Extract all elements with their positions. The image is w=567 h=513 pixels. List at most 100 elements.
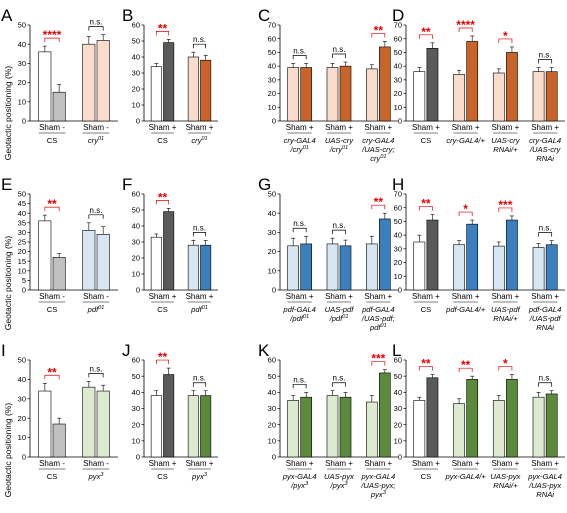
panel-d-group-2-genotype-line-1: cry-GAL4/+ [446, 136, 485, 145]
panel-a-ytick-label-4: 40 [18, 40, 26, 49]
panel-d-group-1-bar-1 [413, 71, 426, 122]
panel-k-group-2-bar-1 [326, 395, 339, 458]
panel-l-group-3-bar-2 [506, 379, 518, 458]
panel-h-group-4-genotype-line-2: /UAS-pdf [529, 314, 562, 323]
panel-f-group-2-bracket [192, 232, 207, 237]
panel-b-group-2-bar-2 [200, 59, 212, 122]
panel-a-letter: A [1, 6, 13, 25]
panel-a-group-1-condition: Sham - [39, 123, 65, 132]
panel-b-group-1-significance: ** [158, 21, 168, 35]
panel-d-group-2-condition: Sham + [452, 123, 480, 132]
panel-j-group-1-bar-2 [163, 374, 175, 458]
panel-f-group-1-bracket [155, 200, 170, 205]
panel-c-letter: C [258, 6, 270, 25]
panel-k-group-1-condition: Sham + [286, 459, 314, 468]
panel-h-group-4-genotype-line-3: RNAi [536, 323, 554, 332]
panel-l-group-1-bar-2 [426, 377, 439, 458]
panel-i-group-1-significance: ** [47, 365, 57, 379]
panel-i-ytick-label-2: 20 [18, 414, 26, 423]
panel-h-letter: H [392, 175, 404, 194]
panel-g-group-2-genotype-line-1: UAS-pdf [325, 305, 355, 314]
panel-l-group-4-genotype-line-1: pyx-GAL4 [527, 472, 562, 481]
panel-l-ytick-label-6: 60 [394, 356, 402, 365]
panel-a-ytick-label-3: 30 [18, 59, 26, 68]
panel-h-ytick-label-0: 0 [398, 286, 402, 295]
panel-d-group-4-bar-2 [545, 71, 558, 122]
panel-g-ytick-label-5: 50 [268, 190, 276, 199]
panel-d-group-2-bracket [458, 27, 473, 32]
panel-g-group-3-bracket [371, 204, 386, 210]
panel-e-ytick-label-7: 35 [18, 218, 26, 227]
panel-l-group-4-bar-2 [545, 393, 558, 458]
panel-d-group-2-significance: **** [456, 18, 475, 32]
panel-g-group-1-significance: n.s. [293, 219, 306, 228]
panel-k-group-1-genotype-line-2: /pyx3 [290, 481, 309, 490]
panel-j-ytick-label-6: 60 [132, 356, 140, 365]
panel-k-letter: K [258, 341, 270, 360]
panel-l-group-1-significance: ** [421, 357, 431, 371]
panel-e-group-2-bracket [88, 214, 104, 219]
panel-g-group-2-bar-1 [326, 243, 339, 291]
panel-i-group-2-condition: Sham - [83, 459, 109, 468]
panel-e-group-1-bar-2 [52, 257, 66, 291]
panel-i-ytick-label-3: 30 [18, 394, 26, 403]
panel-f-letter: F [122, 175, 132, 194]
panel-l-group-1-genotype-line-1: CS [421, 472, 432, 481]
panel-j-group-1-genotype-line-1: CS [157, 472, 168, 481]
panel-g-ytick-label-1: 10 [268, 266, 276, 275]
panel-d-ytick-label-0: 0 [398, 117, 402, 126]
panel-k-group-1-bar-1 [287, 400, 299, 458]
panel-f-group-2-condition: Sham + [186, 292, 214, 301]
panel-b-group-1-bar-2 [163, 42, 175, 122]
panel-c-ytick-label-4: 40 [268, 62, 276, 71]
panel-h-ytick-label-1: 10 [394, 272, 402, 281]
panel-l-group-3-bar-1 [492, 400, 505, 458]
panel-f-group-2-bar-2 [200, 244, 212, 291]
panel-k-ytick-label-0: 0 [272, 453, 276, 462]
panel-i-group-1-bar-1 [38, 390, 52, 458]
panel-c-group-1-bar-1 [287, 67, 299, 122]
panel-k-group-3-condition: Sham + [364, 459, 392, 468]
panel-g-group-3-condition: Sham + [364, 292, 392, 301]
panel-d-group-3-condition: Sham + [491, 123, 519, 132]
panel-c-group-2-condition: Sham + [325, 123, 353, 132]
panel-g-group-2-condition: Sham + [325, 292, 353, 301]
panel-c-group-3-bar-1 [366, 68, 378, 122]
panel-e-ytick-label-4: 20 [18, 247, 26, 256]
panel-g-group-1-condition: Sham + [286, 292, 314, 301]
panel-b-group-2-condition: Sham + [186, 123, 214, 132]
y-axis-label-row-2: Geotactic positioning (%) [3, 236, 13, 331]
panel-j-group-1-bar-1 [150, 395, 162, 458]
panel-h-ytick-label-5: 50 [394, 217, 402, 226]
panel-l-ytick-label-3: 30 [394, 404, 402, 413]
panel-h-group-3-genotype-line-2: RNAi/+ [493, 314, 518, 323]
panel-i-group-1-condition: Sham - [39, 459, 65, 468]
panel-d-group-4-bracket [538, 59, 553, 64]
panel-d-ytick-label-6: 60 [394, 34, 402, 43]
panel-d-group-2-bar-1 [453, 74, 465, 122]
panel-l-group-3-genotype-line-2: RNAi/+ [493, 481, 518, 490]
panel-d-group-4-genotype-line-1: cry-GAL4 [529, 136, 561, 145]
panel-j-group-2-bracket [192, 382, 207, 387]
panel-b-ytick-label-0: 0 [136, 117, 140, 126]
panel-g-ytick-label-0: 0 [272, 286, 276, 295]
panel-c-ytick-label-6: 60 [268, 34, 276, 43]
panel-g-group-1-bracket [292, 227, 307, 233]
panel-b-group-2-genotype-line-1: cry01 [191, 136, 207, 145]
panel-g-group-2-bar-2 [339, 245, 352, 291]
panel-k-group-3-genotype-line-1: pyx-GAL4 [360, 472, 395, 481]
panel-k-group-2-bar-2 [339, 396, 352, 458]
panel-l-group-4-condition: Sham + [531, 459, 559, 468]
panel-g-group-3-significance: ** [374, 195, 384, 209]
panel-b-ytick-label-2: 20 [132, 85, 140, 94]
panel-h-group-4-condition: Sham + [531, 292, 559, 301]
panel-l-group-3-condition: Sham + [491, 459, 519, 468]
panel-d-ytick-label-4: 40 [394, 62, 402, 71]
panel-j-group-2-significance: n.s. [193, 374, 206, 383]
panel-d-letter: D [392, 6, 404, 25]
panel-e-ytick-label-2: 10 [18, 266, 26, 275]
panel-i-group-2-genotype-line-1: pyx3 [88, 472, 105, 481]
panel-c-group-3-genotype-line-2: /UAS-cry; [361, 145, 395, 154]
panel-k-group-1-genotype-line-1: pyx-GAL4 [282, 472, 317, 481]
panel-l-letter: L [392, 341, 401, 360]
